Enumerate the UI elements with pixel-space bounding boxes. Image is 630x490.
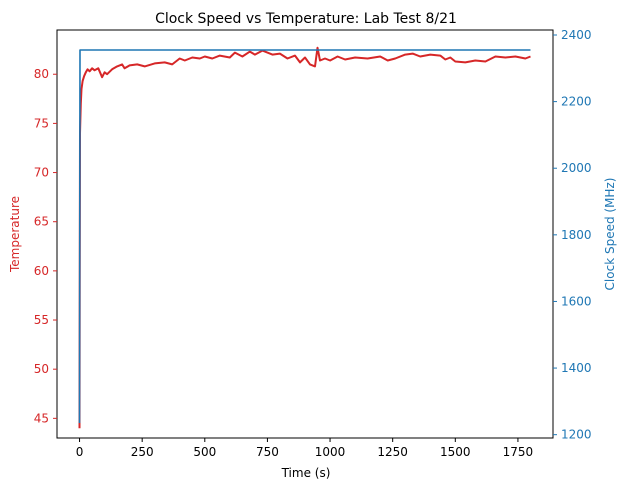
right-y-axis-label: Clock Speed (MHz) bbox=[603, 178, 617, 291]
left-y-tick-label: 75 bbox=[34, 116, 49, 130]
left-y-tick-label: 65 bbox=[34, 215, 49, 229]
right-y-axis: 1200 1400 1600 1800 2000 2200 2400 bbox=[553, 28, 592, 442]
temperature-series-line bbox=[78, 46, 531, 429]
x-axis-label: Time (s) bbox=[281, 466, 331, 480]
left-y-axis-label: Temperature bbox=[8, 196, 22, 273]
left-y-tick-label: 55 bbox=[34, 313, 49, 327]
right-y-tick-label: 2200 bbox=[561, 95, 592, 109]
right-y-tick-label: 1600 bbox=[561, 294, 592, 308]
right-y-tick-label: 2000 bbox=[561, 161, 592, 175]
x-tick-label: 750 bbox=[256, 445, 279, 459]
x-tick-label: 1250 bbox=[377, 445, 408, 459]
x-tick-label: 1500 bbox=[440, 445, 471, 459]
left-y-axis: 45 50 55 60 65 70 75 80 bbox=[34, 67, 57, 425]
left-y-tick-label: 60 bbox=[34, 264, 49, 278]
left-y-tick-label: 70 bbox=[34, 166, 49, 180]
right-y-tick-label: 1400 bbox=[561, 361, 592, 375]
left-y-tick-label: 45 bbox=[34, 411, 49, 425]
x-tick-label: 1750 bbox=[503, 445, 534, 459]
clock-speed-series-line bbox=[78, 49, 531, 424]
left-y-tick-label: 50 bbox=[34, 362, 49, 376]
x-tick-label: 500 bbox=[193, 445, 216, 459]
plot-frame bbox=[56, 29, 554, 439]
x-axis: 0 250 500 750 1000 1250 1500 1750 bbox=[76, 438, 533, 459]
right-y-tick-label: 1200 bbox=[561, 428, 592, 442]
x-tick-label: 0 bbox=[76, 445, 84, 459]
right-y-tick-label: 2400 bbox=[561, 28, 592, 42]
chart-title: Clock Speed vs Temperature: Lab Test 8/2… bbox=[155, 11, 457, 27]
x-tick-label: 250 bbox=[131, 445, 154, 459]
x-tick-label: 1000 bbox=[315, 445, 346, 459]
left-y-tick-label: 80 bbox=[34, 67, 49, 81]
plot-area bbox=[56, 29, 554, 439]
right-y-tick-label: 1800 bbox=[561, 228, 592, 242]
